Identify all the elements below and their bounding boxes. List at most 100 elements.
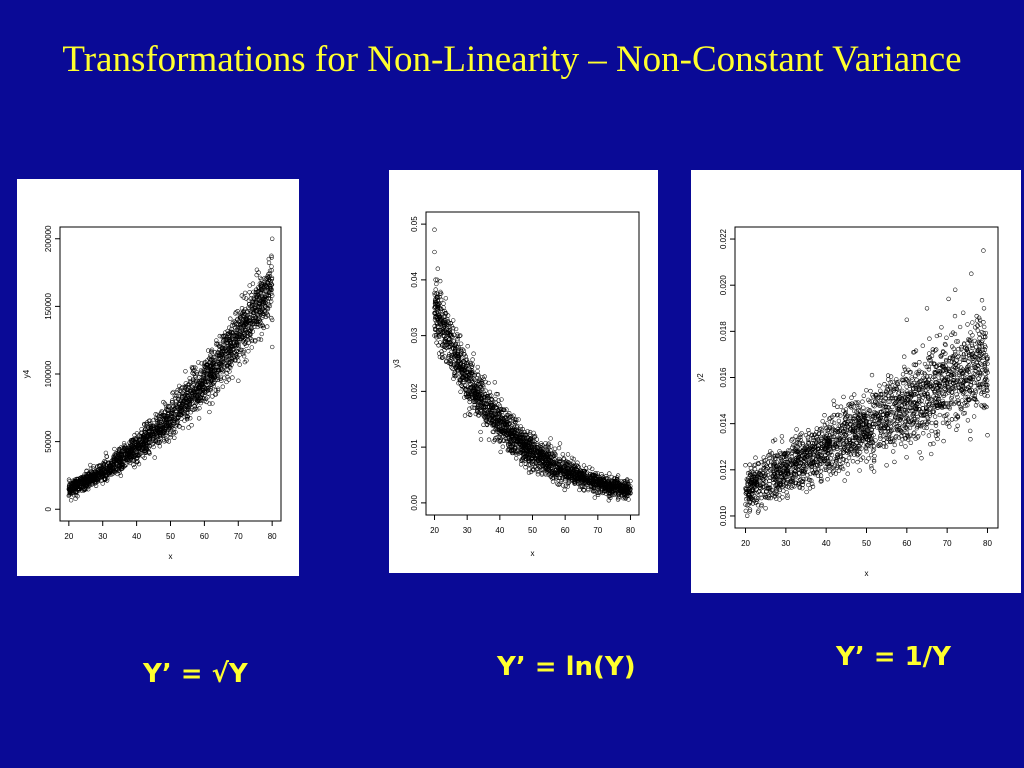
data-point xyxy=(527,467,532,472)
data-point xyxy=(244,321,249,326)
data-point xyxy=(596,490,601,496)
data-point xyxy=(621,496,626,501)
data-point xyxy=(210,394,215,399)
data-point xyxy=(214,365,219,370)
data-point xyxy=(619,490,624,495)
data-point xyxy=(173,430,178,435)
data-point xyxy=(90,466,96,471)
data-point xyxy=(218,354,224,359)
data-point xyxy=(455,355,460,361)
data-point xyxy=(482,404,487,410)
data-point xyxy=(614,477,619,482)
data-point xyxy=(269,253,274,258)
data-point xyxy=(256,336,262,342)
data-point xyxy=(250,329,255,334)
data-point xyxy=(119,453,125,458)
x-tick-label: 80 xyxy=(983,539,992,548)
data-point xyxy=(605,486,610,492)
data-point xyxy=(170,390,175,396)
data-point xyxy=(192,404,198,409)
data-point xyxy=(187,397,193,403)
data-point xyxy=(268,280,273,285)
data-point xyxy=(258,309,263,314)
data-point xyxy=(179,393,185,399)
data-point xyxy=(135,453,140,458)
data-point xyxy=(171,389,176,395)
data-point xyxy=(463,387,468,392)
data-point xyxy=(568,475,573,480)
data-point xyxy=(107,465,113,471)
data-point xyxy=(575,471,581,476)
data-point xyxy=(443,310,449,316)
data-point xyxy=(540,467,545,472)
data-point xyxy=(579,479,584,484)
data-point xyxy=(164,438,169,443)
data-point xyxy=(151,444,156,450)
data-point xyxy=(471,379,476,384)
data-point xyxy=(251,308,256,313)
data-point xyxy=(258,337,264,342)
data-point xyxy=(157,444,162,449)
data-point xyxy=(202,364,207,369)
data-point xyxy=(487,389,493,395)
data-point xyxy=(99,465,104,470)
data-point xyxy=(556,475,561,480)
data-point xyxy=(263,289,268,294)
data-point xyxy=(182,386,188,391)
data-point xyxy=(266,256,271,262)
data-point xyxy=(474,395,479,400)
data-point xyxy=(203,359,208,365)
data-point xyxy=(196,416,202,421)
data-point xyxy=(201,386,206,391)
data-point xyxy=(154,430,159,435)
data-point xyxy=(218,365,224,371)
data-point xyxy=(210,378,215,383)
data-point xyxy=(145,422,150,427)
data-point xyxy=(439,355,445,360)
data-point xyxy=(470,372,475,377)
data-point xyxy=(221,342,226,347)
data-point xyxy=(556,482,561,487)
data-point xyxy=(102,477,108,483)
data-point xyxy=(196,360,201,365)
data-point xyxy=(227,364,232,369)
data-point xyxy=(436,343,441,348)
data-point xyxy=(590,488,596,494)
data-point xyxy=(462,413,468,418)
data-point xyxy=(172,435,177,440)
data-point xyxy=(162,430,167,435)
data-point xyxy=(190,379,196,384)
data-point xyxy=(88,470,94,475)
data-point xyxy=(544,453,549,458)
y-tick-label: 200000 xyxy=(44,225,53,252)
data-point xyxy=(161,428,166,433)
data-point xyxy=(538,441,544,446)
data-point xyxy=(841,394,846,400)
data-point xyxy=(192,407,197,412)
data-point xyxy=(164,430,169,435)
data-point xyxy=(197,375,202,380)
data-point xyxy=(590,473,595,478)
data-point xyxy=(158,433,164,438)
data-point xyxy=(100,481,105,486)
data-point xyxy=(174,416,180,421)
data-point xyxy=(219,378,224,383)
data-point xyxy=(139,430,144,436)
data-point xyxy=(432,305,437,310)
data-point xyxy=(433,333,439,338)
data-point xyxy=(486,414,491,419)
plot-frame xyxy=(734,226,999,529)
y-tick-label: 150000 xyxy=(44,292,53,319)
data-point xyxy=(141,437,146,442)
data-point xyxy=(448,340,453,346)
data-point xyxy=(251,310,256,315)
data-point xyxy=(472,383,477,389)
data-point xyxy=(454,372,459,378)
data-point xyxy=(981,320,986,325)
data-point xyxy=(473,411,478,417)
x-tick-label: 40 xyxy=(132,532,141,541)
data-point xyxy=(954,427,959,432)
data-point xyxy=(199,369,204,374)
data-point xyxy=(500,444,505,449)
data-point xyxy=(595,485,600,490)
